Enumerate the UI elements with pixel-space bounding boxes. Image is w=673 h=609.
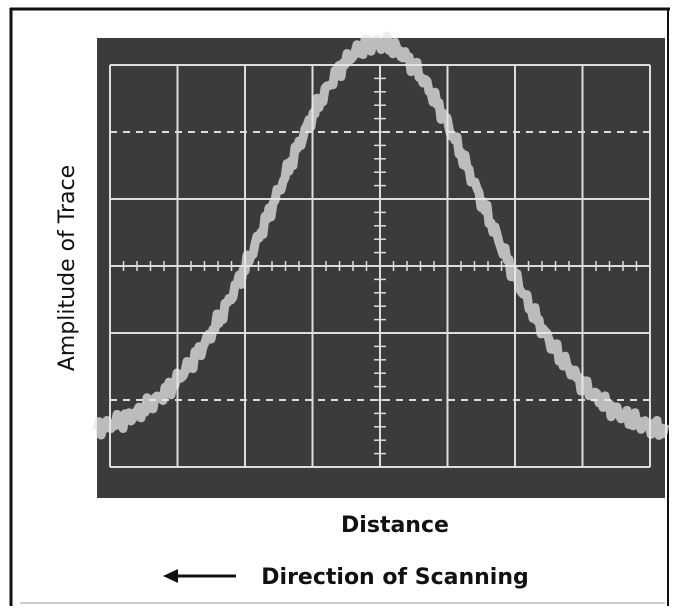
caption: Direction of Scanning xyxy=(261,565,528,590)
x-axis-label: Distance xyxy=(341,513,449,538)
arrow-head xyxy=(163,569,178,583)
trace xyxy=(92,31,670,440)
y-axis-label: Amplitude of Trace xyxy=(55,165,80,371)
